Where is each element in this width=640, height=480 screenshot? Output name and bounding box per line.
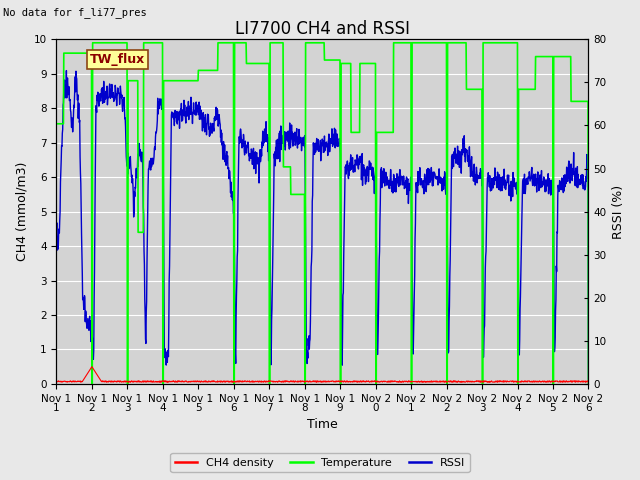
Y-axis label: CH4 (mmol/m3): CH4 (mmol/m3)	[15, 162, 28, 261]
X-axis label: Time: Time	[307, 419, 338, 432]
Y-axis label: RSSI (%): RSSI (%)	[612, 185, 625, 239]
Text: No data for f_li77_pres: No data for f_li77_pres	[3, 7, 147, 18]
Title: LI7700 CH4 and RSSI: LI7700 CH4 and RSSI	[235, 20, 410, 38]
Text: TW_flux: TW_flux	[90, 53, 145, 66]
Legend: CH4 density, Temperature, RSSI: CH4 density, Temperature, RSSI	[170, 453, 470, 472]
